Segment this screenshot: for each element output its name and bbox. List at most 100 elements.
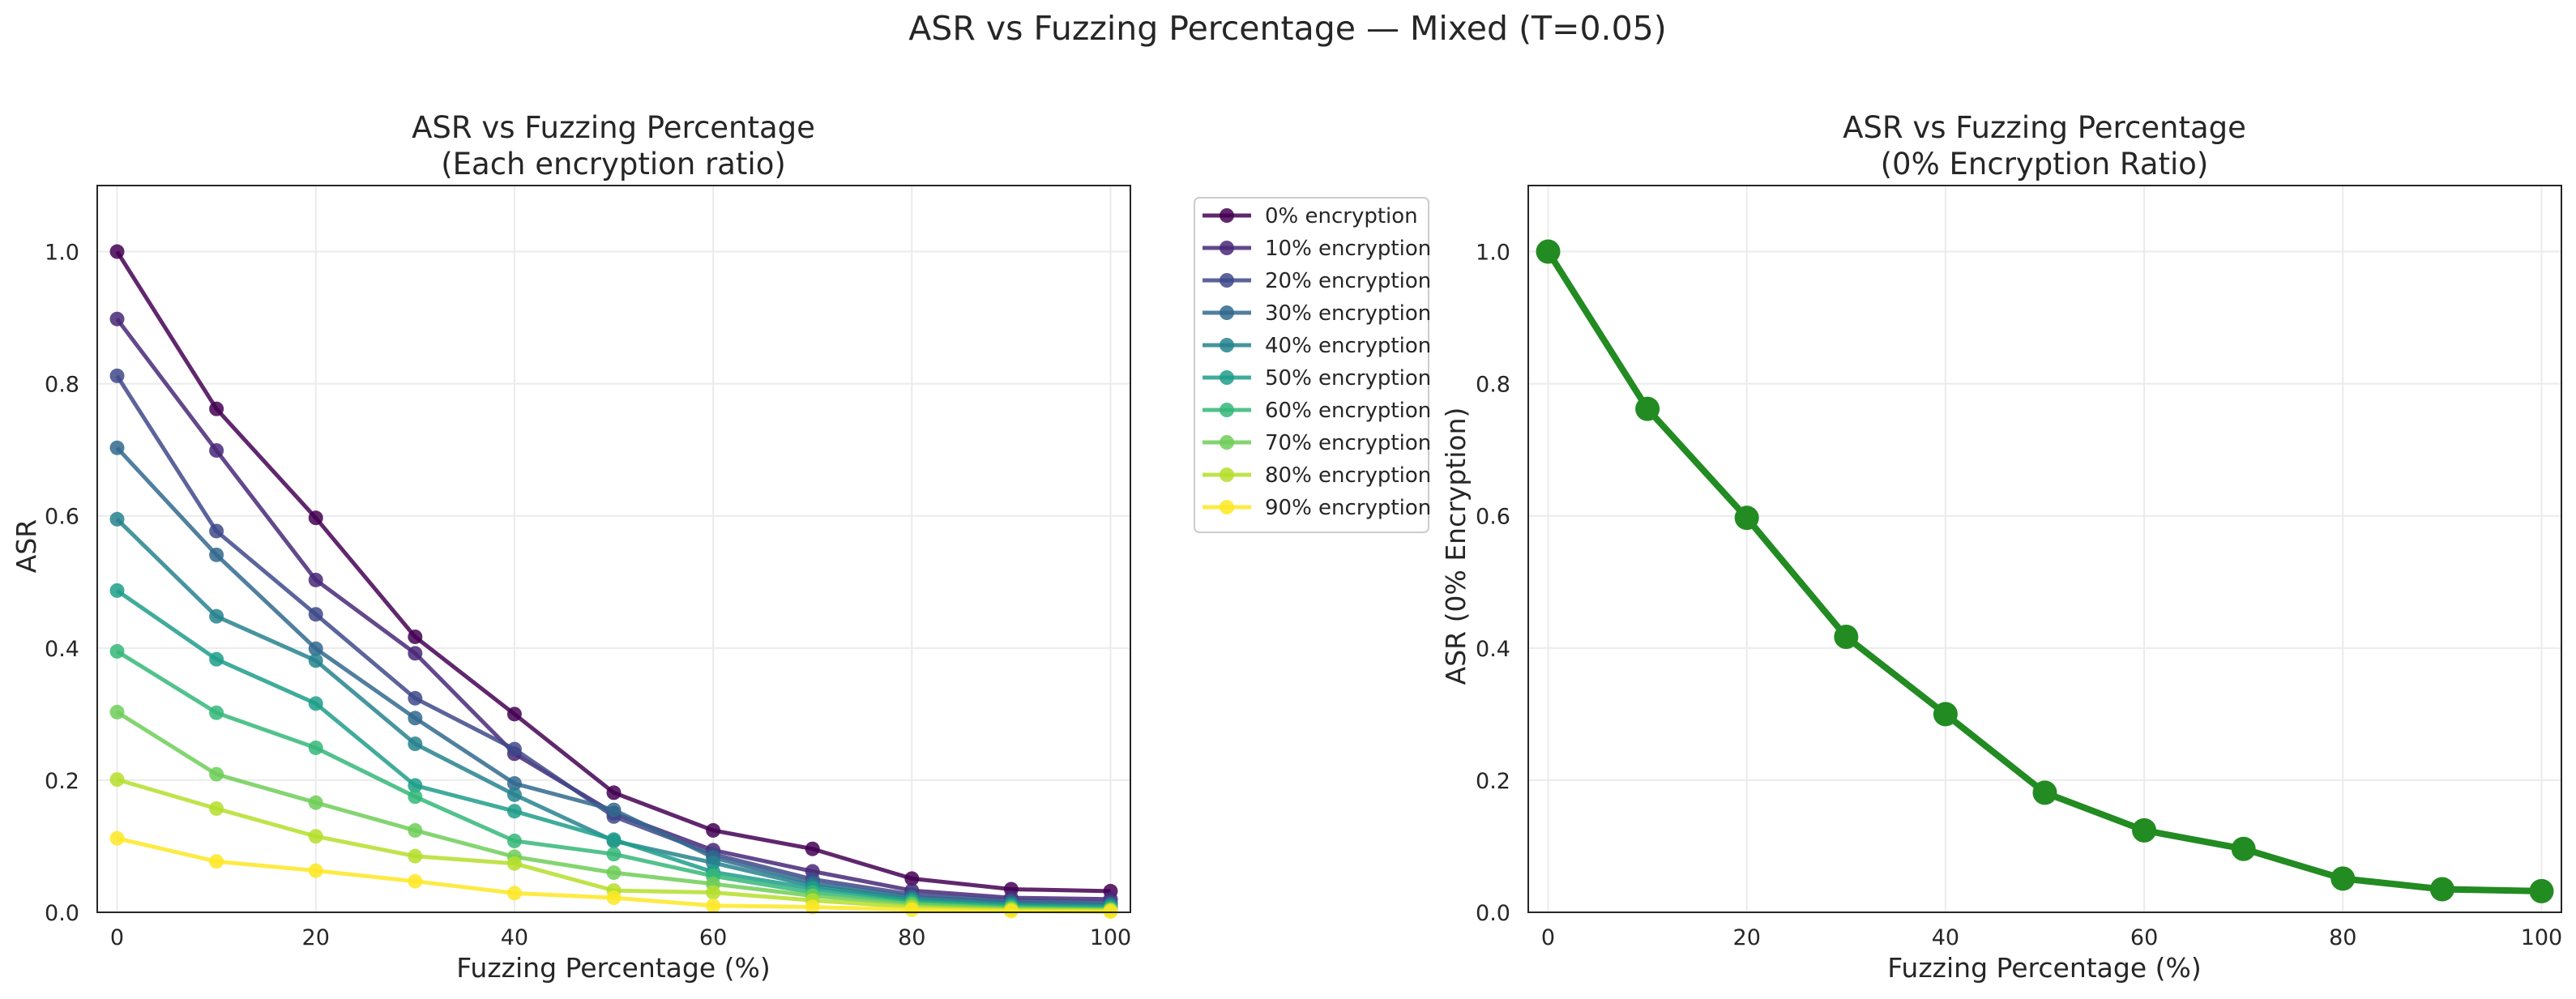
left-chart-data-point bbox=[209, 401, 224, 416]
left-chart-data-point bbox=[506, 741, 522, 757]
left-chart-x-tick-label: 100 bbox=[1090, 925, 1132, 950]
left-chart-data-point bbox=[209, 800, 224, 816]
left-chart-data-point bbox=[209, 547, 224, 562]
left-chart-data-point bbox=[805, 841, 820, 856]
left-chart-y-tick-label: 0.4 bbox=[45, 637, 79, 662]
left-chart-data-point bbox=[209, 523, 224, 539]
left-chart-y-tick-label: 0.2 bbox=[45, 769, 79, 794]
right-chart-x-tick-label: 0 bbox=[1541, 925, 1555, 950]
right-chart-axes-frame bbox=[1527, 185, 2562, 913]
left-chart-data-point bbox=[408, 873, 423, 889]
right-chart-x-tick-label: 100 bbox=[2521, 925, 2563, 950]
left-chart-data-point bbox=[308, 607, 323, 622]
left-chart-data-point bbox=[408, 789, 423, 805]
left-chart-data-point bbox=[308, 510, 323, 526]
legend-label-0: 0% encryption bbox=[1265, 204, 1418, 228]
left-chart-data-point bbox=[606, 865, 622, 881]
left-chart-x-tick-label: 20 bbox=[302, 925, 330, 950]
left-chart-data-point bbox=[506, 804, 522, 819]
left-chart-data-point bbox=[408, 736, 423, 752]
right-chart-data-point bbox=[1734, 506, 1759, 531]
left-chart-data-point bbox=[209, 705, 224, 720]
right-chart-data-point bbox=[2132, 818, 2157, 843]
left-chart-data-point bbox=[109, 511, 125, 527]
legend-marker-9 bbox=[1220, 500, 1234, 514]
right-chart-x-tick-label: 40 bbox=[1932, 925, 1959, 950]
left-chart-data-point bbox=[109, 583, 125, 598]
left-chart-data-point bbox=[209, 608, 224, 624]
left-chart-y-tick-label: 0.8 bbox=[45, 373, 79, 398]
left-chart-data-point bbox=[408, 822, 423, 838]
left-chart-axes-frame bbox=[96, 185, 1131, 913]
left-chart-data-point bbox=[308, 572, 323, 587]
right-chart-data-point bbox=[1536, 239, 1561, 264]
left-chart-x-tick-label: 60 bbox=[699, 925, 727, 950]
legend-marker-0 bbox=[1220, 208, 1234, 223]
right-chart-data-point bbox=[2032, 780, 2057, 805]
right-chart-title-line2: (0% Encryption Ratio) bbox=[1881, 147, 2209, 181]
left-chart-data-point bbox=[408, 778, 423, 793]
right-chart-x-tick-label: 60 bbox=[2130, 925, 2158, 950]
left-chart-data-point bbox=[706, 885, 721, 900]
left-chart-data-point bbox=[506, 707, 522, 722]
right-chart-x-tick-label: 20 bbox=[1733, 925, 1761, 950]
left-chart-title-line2: (Each encryption ratio) bbox=[441, 147, 786, 181]
right-chart-data-point bbox=[2429, 877, 2454, 902]
left-chart-ylabel: ASR bbox=[11, 519, 42, 573]
left-chart-data-point bbox=[408, 629, 423, 644]
legend-frame bbox=[1194, 197, 1429, 533]
left-chart-data-point bbox=[706, 898, 721, 913]
legend-label-1: 10% encryption bbox=[1265, 237, 1431, 261]
left-chart-data-point bbox=[506, 833, 522, 848]
legend-label-4: 40% encryption bbox=[1265, 334, 1431, 358]
figure-suptitle: ASR vs Fuzzing Percentage — Mixed (T=0.0… bbox=[908, 9, 1667, 48]
legend-marker-3 bbox=[1220, 305, 1234, 320]
left-chart-data-point bbox=[904, 871, 920, 886]
left-chart-title-line1: ASR vs Fuzzing Percentage bbox=[412, 110, 815, 145]
legend-label-7: 70% encryption bbox=[1265, 431, 1431, 455]
right-chart-data-point bbox=[2330, 866, 2356, 891]
left-chart-y-tick-label: 1.0 bbox=[45, 241, 79, 266]
legend-marker-6 bbox=[1220, 403, 1234, 417]
right-chart-panel: ASR vs Fuzzing Percentage (0% Encryption… bbox=[1440, 110, 2562, 984]
left-chart-data-point bbox=[606, 890, 622, 906]
right-chart-y-tick-label: 0.2 bbox=[1476, 769, 1510, 794]
left-chart-data-point bbox=[606, 832, 622, 847]
legend-marker-2 bbox=[1220, 273, 1234, 288]
legend-label-6: 60% encryption bbox=[1265, 399, 1431, 423]
left-chart-x-tick-label: 0 bbox=[110, 925, 124, 950]
left-chart-data-point bbox=[506, 856, 522, 871]
left-chart-data-point bbox=[606, 785, 622, 800]
left-chart-data-point bbox=[109, 772, 125, 788]
right-chart-xlabel: Fuzzing Percentage (%) bbox=[1887, 952, 2202, 984]
legend-marker-5 bbox=[1220, 370, 1234, 385]
left-chart-y-tick-label: 0.0 bbox=[45, 901, 79, 926]
left-chart-data-point bbox=[408, 848, 423, 864]
right-chart-ylabel: ASR (0% Encryption) bbox=[1440, 408, 1472, 685]
left-chart-data-point bbox=[109, 311, 125, 327]
left-chart-data-point bbox=[904, 902, 920, 917]
right-chart-plot-area: 0 20 40 60 80 100 0.0 0.2 0.4 0.6 0.8 1.0 bbox=[1476, 185, 2563, 950]
right-chart-y-tick-label: 0.4 bbox=[1476, 637, 1510, 662]
left-chart-data-point bbox=[1003, 903, 1019, 919]
left-chart-data-point bbox=[706, 822, 721, 838]
left-chart-data-point bbox=[408, 690, 423, 706]
right-chart-y-tick-label: 0.6 bbox=[1476, 505, 1510, 530]
right-chart-data-point bbox=[1933, 702, 1958, 727]
left-chart-x-tick-label: 40 bbox=[501, 925, 528, 950]
left-chart-data-point bbox=[308, 829, 323, 844]
left-chart-data-point bbox=[109, 643, 125, 659]
right-chart-title-line1: ASR vs Fuzzing Percentage bbox=[1843, 110, 2246, 145]
left-chart-plot-area: 0 20 40 60 80 100 0.0 0.2 0.4 0.6 0.8 1.0 bbox=[45, 185, 1132, 950]
left-chart-data-point bbox=[308, 795, 323, 810]
left-chart-data-point bbox=[408, 711, 423, 726]
legend-label-8: 80% encryption bbox=[1265, 463, 1431, 488]
left-chart-data-point bbox=[506, 775, 522, 791]
legend-label-2: 20% encryption bbox=[1265, 269, 1431, 293]
legend-marker-7 bbox=[1220, 435, 1234, 450]
right-chart-y-tick-label: 0.0 bbox=[1476, 901, 1510, 926]
left-chart-data-point bbox=[606, 847, 622, 862]
legend-label-3: 30% encryption bbox=[1265, 301, 1431, 326]
left-chart-x-tick-label: 80 bbox=[898, 925, 925, 950]
